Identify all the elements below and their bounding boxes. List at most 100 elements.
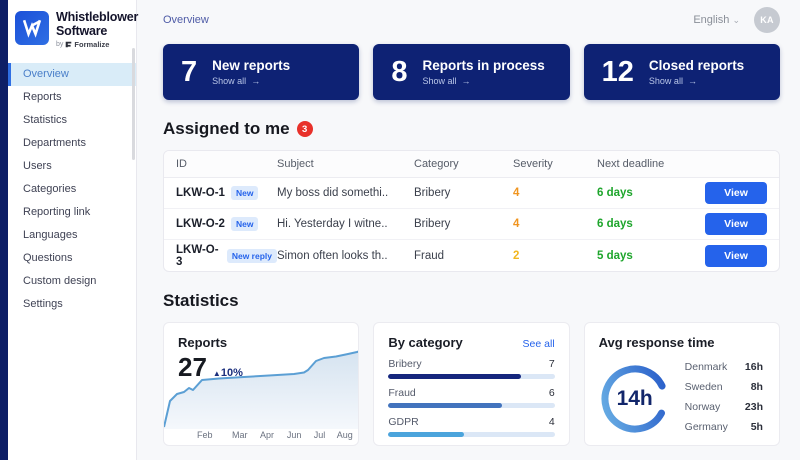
sidebar-item-custom-design[interactable]: Custom design xyxy=(23,275,97,287)
stat-value: 12 xyxy=(601,55,634,88)
show-all-link[interactable]: Show all → xyxy=(422,75,471,86)
assigned-section-title: Assigned to me 3 xyxy=(163,119,780,139)
x-tick: Jun xyxy=(286,430,302,440)
col-header-severity: Severity xyxy=(513,158,553,170)
view-button[interactable]: View xyxy=(705,244,767,267)
stat-value: 8 xyxy=(391,55,408,88)
avatar[interactable]: KA xyxy=(754,7,780,33)
sidebar-item-statistics[interactable]: Statistics xyxy=(23,114,68,126)
donut-center-value: 14h xyxy=(616,387,653,410)
category-value: 6 xyxy=(548,387,555,399)
x-tick: Jul xyxy=(313,430,326,440)
sidebar-item-questions[interactable]: Questions xyxy=(23,252,73,264)
category-value: 4 xyxy=(548,416,555,428)
sidebar-item-overview[interactable]: Overview xyxy=(8,63,136,86)
bar-track xyxy=(388,374,555,379)
assigned-count-badge: 3 xyxy=(296,121,313,137)
show-all-link[interactable]: Show all → xyxy=(648,75,697,86)
col-header-id: ID xyxy=(176,158,187,170)
col-header-subject: Subject xyxy=(277,158,314,170)
report-category: Fraud xyxy=(414,249,445,262)
statistics-section-title: Statistics xyxy=(163,291,239,310)
sidebar-item-reports[interactable]: Reports xyxy=(23,91,62,103)
x-tick: Feb xyxy=(197,430,213,440)
table-row[interactable]: LKW-O-3 New reply Simon often looks th.. … xyxy=(164,240,779,271)
response-donut-chart: 14h xyxy=(597,361,673,437)
left-accent-strip xyxy=(0,0,8,460)
language-selector[interactable]: English ⌄ xyxy=(693,14,740,26)
stat-label: Reports in process xyxy=(422,58,545,74)
sidebar-item-languages[interactable]: Languages xyxy=(23,229,78,241)
arrow-right-icon: → xyxy=(251,75,261,86)
report-severity: 4 xyxy=(513,187,520,199)
app-title-line2: Software xyxy=(56,23,108,38)
category-bar-row: Bribery 7 xyxy=(388,358,555,379)
see-all-link[interactable]: See all xyxy=(522,338,555,350)
category-card-title: By category xyxy=(388,335,463,350)
report-category: Bribery xyxy=(414,187,451,199)
view-button[interactable]: View xyxy=(705,182,767,204)
sidebar-item-categories[interactable]: Categories xyxy=(23,183,77,195)
statistics-cards-row: Reports 27 ▲10% xyxy=(163,322,780,446)
stat-value: 7 xyxy=(181,55,198,88)
sidebar-item-reporting-link[interactable]: Reporting link xyxy=(23,206,91,218)
report-severity: 2 xyxy=(513,249,520,262)
topbar: Overview English ⌄ KA xyxy=(163,0,780,40)
report-deadline: 6 days xyxy=(597,218,633,230)
stat-card-in-process[interactable]: 8 Reports in process Show all → xyxy=(373,44,570,100)
bar-fill xyxy=(388,432,465,437)
avg-response-card: Avg response time 14h xyxy=(583,322,780,446)
report-category: Bribery xyxy=(414,218,451,230)
x-tick: Apr xyxy=(259,430,274,440)
report-severity: 4 xyxy=(513,218,520,230)
app-title-line1: Whistleblower xyxy=(56,10,139,24)
sidebar-item-users[interactable]: Users xyxy=(23,160,52,172)
report-id: LKW-O-2 New xyxy=(176,217,277,231)
bar-track xyxy=(388,403,555,408)
category-value: 7 xyxy=(548,358,555,370)
category-label: Bribery xyxy=(388,358,422,370)
legend-row: Denmark 16h xyxy=(684,361,763,373)
whistleblower-logo-icon xyxy=(15,11,49,45)
category-bar-row: Fraud 6 xyxy=(388,387,555,408)
arrow-right-icon: → xyxy=(461,75,471,86)
sidebar: Whistleblower Software by Formalize Over… xyxy=(8,0,139,460)
table-row[interactable]: LKW-O-2 New Hi. Yesterday I witne.. Bribe… xyxy=(164,209,779,240)
status-tag: New reply xyxy=(226,248,277,263)
status-tag: New xyxy=(230,217,259,231)
arrow-right-icon: → xyxy=(687,75,697,86)
breadcrumb: Overview xyxy=(163,14,209,26)
col-header-deadline: Next deadline xyxy=(597,158,665,170)
x-axis-labels: Feb Mar Apr Jun Jul Aug xyxy=(164,430,358,442)
category-label: Fraud xyxy=(388,387,416,399)
stat-card-closed[interactable]: 12 Closed reports Show all → xyxy=(583,44,780,100)
app-title: Whistleblower Software by Formalize xyxy=(56,10,139,49)
response-legend: Denmark 16h Sweden 8h Norway 23h Germany 5h xyxy=(685,361,763,441)
trend-up-icon: ▲ xyxy=(212,369,221,378)
stat-label: New reports xyxy=(212,58,291,74)
report-subject: Simon often looks th.. xyxy=(277,249,388,262)
trend-indicator: ▲10% xyxy=(212,367,243,379)
category-label: GDPR xyxy=(388,416,419,428)
sidebar-scrollbar[interactable] xyxy=(132,48,135,160)
table-row[interactable]: LKW-O-1 New My boss did somethi.. Bribery… xyxy=(164,178,779,209)
sidebar-item-departments[interactable]: Departments xyxy=(23,137,86,149)
col-header-category: Category xyxy=(414,158,459,170)
stat-cards-row: 7 New reports Show all → 8 Reports in pr… xyxy=(163,44,780,100)
sidebar-item-settings[interactable]: Settings xyxy=(23,298,63,310)
legend-row: Germany 5h xyxy=(684,421,763,433)
view-button[interactable]: View xyxy=(705,213,767,235)
bar-track xyxy=(388,432,555,437)
by-category-card: By category See all Bribery 7 Fraud 6 GDPR… xyxy=(373,322,570,446)
x-tick: Mar xyxy=(232,430,248,440)
status-tag: New xyxy=(230,186,259,200)
stat-card-new-reports[interactable]: 7 New reports Show all → xyxy=(163,44,360,100)
bar-fill xyxy=(388,403,503,408)
table-header-row: ID Subject Category Severity Next deadli… xyxy=(164,151,779,178)
app-byline: by Formalize xyxy=(56,40,110,49)
report-deadline: 5 days xyxy=(597,249,633,262)
bar-fill xyxy=(388,374,522,379)
sidebar-nav: Overview Reports Statistics Departments … xyxy=(8,63,136,316)
show-all-link[interactable]: Show all → xyxy=(212,75,261,86)
